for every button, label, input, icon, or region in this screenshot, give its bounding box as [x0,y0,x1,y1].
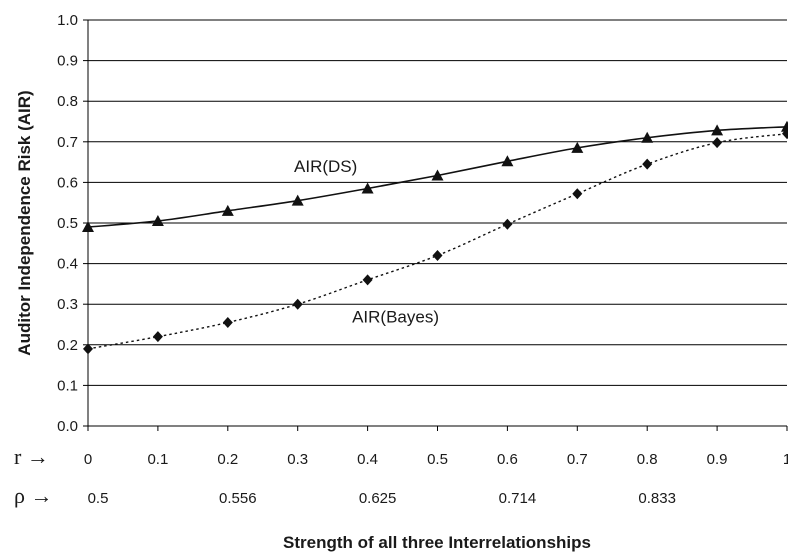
x-axis-label: Strength of all three Interrelationships [283,533,591,552]
r-axis-row: r → 0 0.1 0.2 0.3 0.4 0.5 0.6 0.7 0.8 0.9 1 [14,444,788,469]
rho-tick-label: 0.556 [219,490,257,507]
r-tick-label: 1 [783,451,788,468]
data-point-triangle [361,182,374,194]
y-tick-label: 0.9 [57,53,78,70]
r-tick-label: 0.2 [217,451,238,468]
data-point-diamond [502,218,513,230]
data-point-triangle [221,204,234,216]
y-tick-label: 0.2 [57,337,78,354]
data-point-diamond [432,249,443,261]
data-point-diamond [642,158,653,170]
marker-group [82,120,788,355]
data-point-diamond [572,188,583,200]
y-tick-label: 0.3 [57,296,78,313]
y-tick-label: 0.7 [57,134,78,151]
rho-tick-label: 0.833 [638,490,676,507]
y-tick-label: 0.5 [57,215,78,232]
r-tick-label: 0.8 [637,451,658,468]
y-tick-label: 0.1 [57,377,78,394]
data-point-diamond [292,298,303,310]
r-tick-label: 0.5 [427,451,448,468]
r-tick-label: 0 [84,451,92,468]
rho-tick-label: 0.625 [359,490,397,507]
data-point-diamond [712,137,723,149]
y-tick-label: 1.0 [57,12,78,29]
series-label: AIR(Bayes) [352,307,439,326]
data-point-diamond [83,343,93,355]
r-tick-label: 0.4 [357,451,378,468]
data-point-triangle [501,155,514,167]
y-tick-label: 0.4 [57,256,78,273]
y-tick-label: 0.6 [57,174,78,191]
r-tick-label: 0.3 [287,451,308,468]
rho-tick-label: 0.5 [88,490,109,507]
data-point-triangle [291,194,304,206]
rho-tick-label: 0.714 [499,490,537,507]
data-point-triangle [711,124,724,136]
data-point-diamond [222,316,233,328]
series-group: AIR(DS) AIR(Bayes) [87,125,788,350]
y-axis-ticks: 0.0 0.1 0.2 0.3 0.4 0.5 0.6 0.7 0.8 0.9 1.0 [57,12,78,435]
y-tick-label: 0.8 [57,93,78,110]
series-label: AIR(DS) [294,157,357,176]
data-point-diamond [782,128,788,140]
grid-lines [83,19,788,431]
data-point-triangle [571,141,584,153]
series-line-2 [87,132,788,350]
data-point-triangle [641,131,654,143]
data-point-triangle [151,214,164,226]
data-point-triangle [82,221,94,233]
r-axis-symbol: r → [14,444,49,469]
r-tick-label: 0.9 [707,451,728,468]
r-tick-label: 0.1 [147,451,168,468]
r-tick-label: 0.7 [567,451,588,468]
rho-axis-symbol: ρ → [14,483,52,508]
y-axis-label: Auditor Independence Risk (AIR) [15,90,34,355]
r-tick-label: 0.6 [497,451,518,468]
data-point-diamond [362,274,373,286]
data-point-triangle [431,169,444,181]
y-tick-label: 0.0 [57,418,78,435]
data-point-diamond [152,331,163,343]
